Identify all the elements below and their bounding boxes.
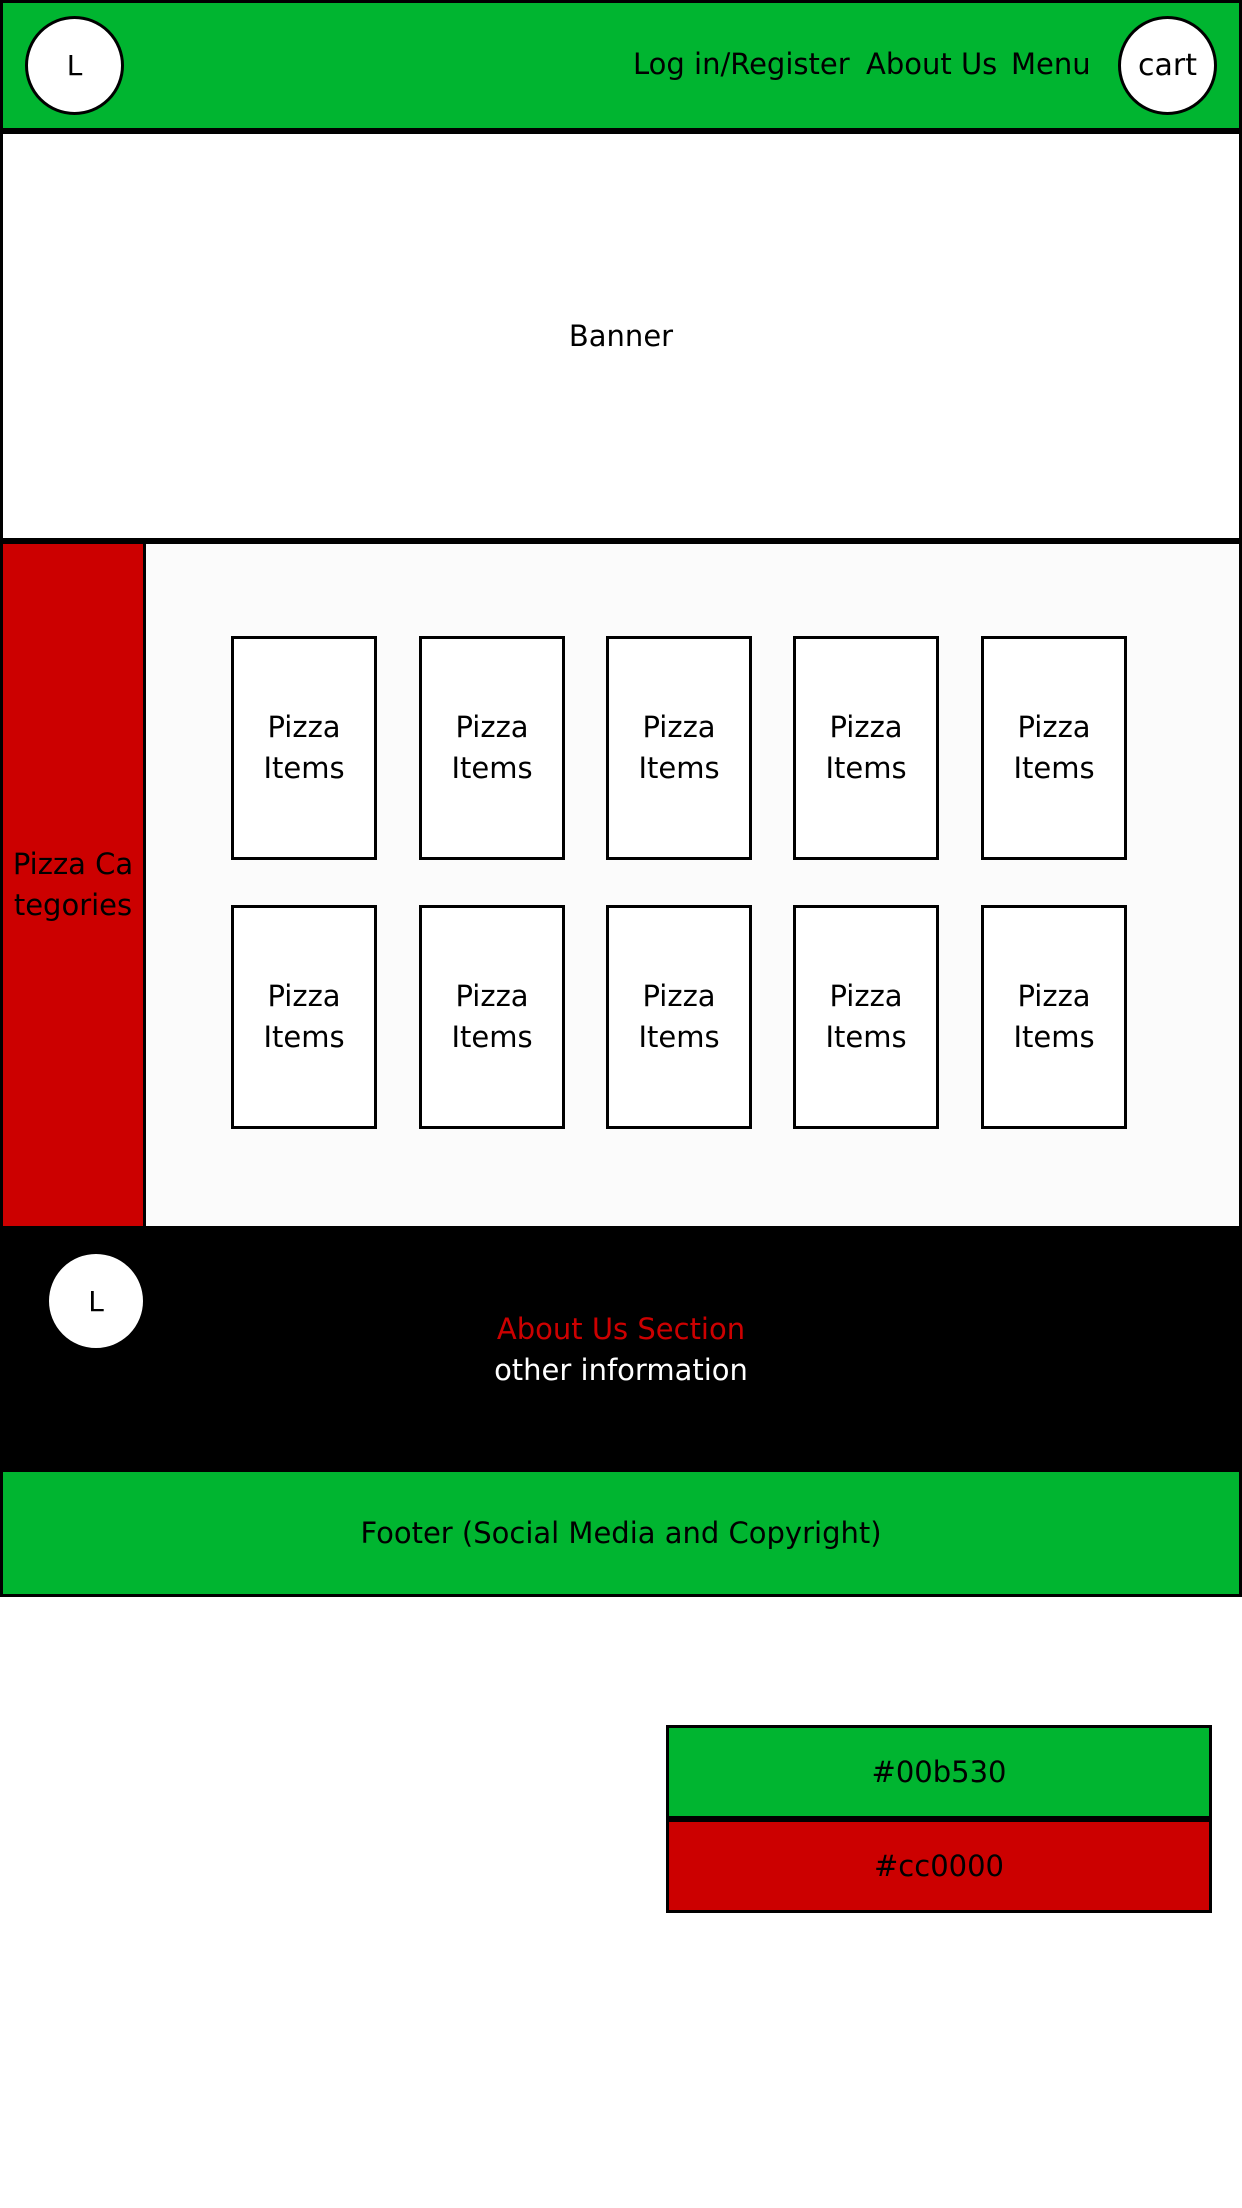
pizza-item-card[interactable]: Pizza Items: [981, 636, 1127, 860]
swatch-green-label: #00b530: [871, 1755, 1007, 1789]
cart-button[interactable]: cart: [1118, 16, 1217, 115]
pizza-item-card[interactable]: Pizza Items: [606, 905, 752, 1129]
logo-letter: L: [66, 49, 83, 82]
about-logo-letter: L: [88, 1284, 104, 1318]
about-text: About Us Section other information: [0, 1309, 1242, 1391]
pizza-item-card[interactable]: Pizza Items: [606, 636, 752, 860]
footer-label: Footer (Social Media and Copyright): [360, 1516, 882, 1550]
cart-label: cart: [1138, 48, 1197, 83]
pizza-categories-label: Pizza Categories: [12, 847, 134, 922]
pizza-item-label: Pizza Items: [1013, 979, 1095, 1054]
nav-menu[interactable]: Menu: [1011, 47, 1091, 81]
pizza-item-label: Pizza Items: [451, 979, 533, 1054]
pizza-item-label: Pizza Items: [1013, 710, 1095, 785]
footer: Footer (Social Media and Copyright): [0, 1469, 1242, 1597]
pizza-item-card[interactable]: Pizza Items: [231, 636, 377, 860]
nav-login-register[interactable]: Log in/Register: [633, 47, 850, 81]
nav-about-us[interactable]: About Us: [866, 47, 998, 81]
pizza-item-card[interactable]: Pizza Items: [419, 636, 565, 860]
pizza-item-label: Pizza Items: [638, 979, 720, 1054]
about-logo: L: [46, 1251, 146, 1351]
pizza-item-label: Pizza Items: [638, 710, 720, 785]
swatch-red-label: #cc0000: [874, 1849, 1004, 1883]
swatch-red: #cc0000: [666, 1819, 1212, 1913]
pizza-item-card[interactable]: Pizza Items: [793, 636, 939, 860]
pizza-categories-sidebar[interactable]: Pizza Categories: [0, 541, 146, 1229]
about-info: other information: [494, 1353, 748, 1387]
pizza-item-label: Pizza Items: [825, 710, 907, 785]
pizza-item-card[interactable]: Pizza Items: [231, 905, 377, 1129]
pizza-item-label: Pizza Items: [825, 979, 907, 1054]
pizza-item-card[interactable]: Pizza Items: [419, 905, 565, 1129]
banner: Banner: [0, 131, 1242, 541]
banner-label: Banner: [568, 319, 674, 353]
swatch-green: #00b530: [666, 1725, 1212, 1819]
pizza-item-card[interactable]: Pizza Items: [981, 905, 1127, 1129]
pizza-item-label: Pizza Items: [263, 710, 345, 785]
pizza-item-label: Pizza Items: [451, 710, 533, 785]
about-title: About Us Section: [496, 1312, 746, 1346]
logo[interactable]: L: [25, 16, 124, 115]
about-section: [0, 1229, 1242, 1469]
header-bar: [0, 0, 1242, 131]
pizza-item-label: Pizza Items: [263, 979, 345, 1054]
pizza-item-card[interactable]: Pizza Items: [793, 905, 939, 1129]
